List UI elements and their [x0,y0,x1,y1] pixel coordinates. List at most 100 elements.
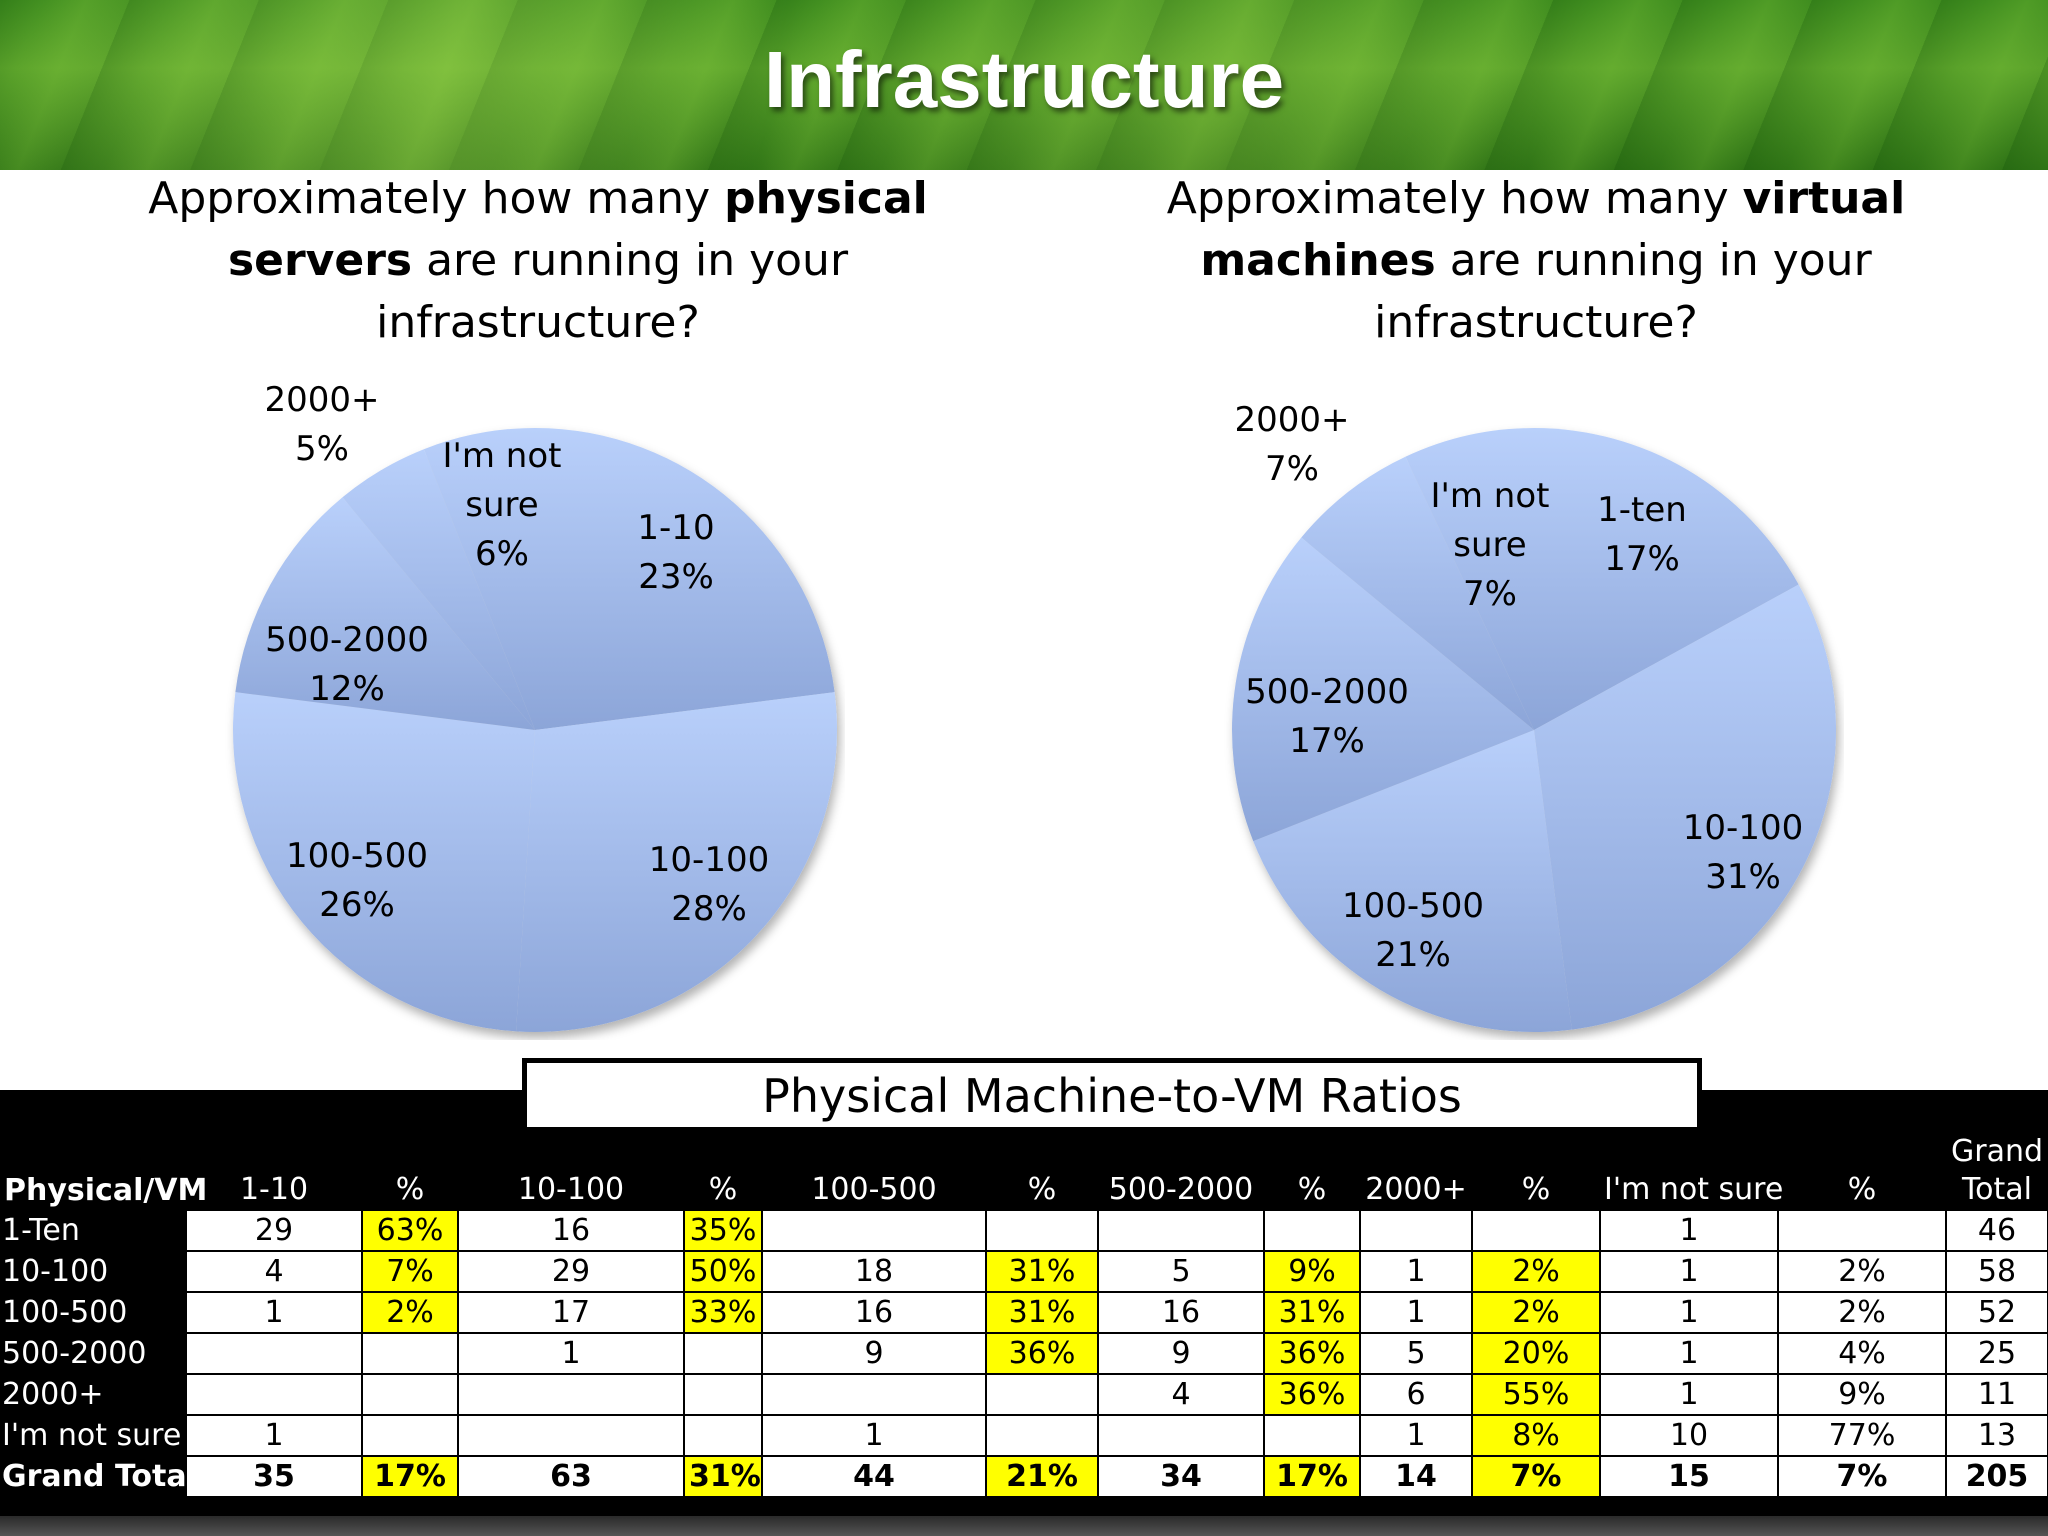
question-text-start: Approximately how many [148,173,725,224]
column-header: 2000+ [1360,1133,1472,1210]
column-header: 500-2000 [1098,1133,1264,1210]
table-cell [185,1332,363,1375]
table-cell: 11 [1945,1373,2048,1416]
table-header-row: Physical/VM 1-10 % 10-100 % 100-500 % 50… [0,1133,2048,1210]
table-cell [361,1373,459,1416]
table-cell: 2% [1471,1250,1601,1293]
pie-slice-1-ten [1534,428,1799,730]
slice-category: 100-500 [285,836,429,876]
table-cell [457,1373,685,1416]
table-cell: 21% [985,1455,1099,1498]
table-cell: 6 [1359,1373,1473,1416]
table-cell: 7% [1471,1455,1601,1498]
slice-value: 23% [638,557,714,597]
pie-slice-500-2000 [1232,537,1534,842]
table-cell [185,1373,363,1416]
table-cell: 4 [1097,1373,1265,1416]
table-cell [985,1209,1099,1252]
table-cell: 36% [1263,1373,1361,1416]
table-cell: 16 [1097,1291,1265,1334]
table-cell: 31% [985,1291,1099,1334]
slice-category: I'm not [1430,476,1550,516]
slice-category: sure [465,485,539,525]
table-cell: 2% [1777,1291,1947,1334]
slice-value: 31% [1705,857,1781,897]
table-cell: 17 [457,1291,685,1334]
table-cell: 31% [683,1455,763,1498]
table-cell [1471,1209,1601,1252]
physical-servers-pie [232,428,838,1032]
table-cell: 17% [1263,1455,1361,1498]
slice-label: 500-2000 12% [262,616,432,714]
column-header: 1-10 [186,1133,362,1210]
pie-slice-500-2000 [235,497,535,730]
table-row: 500-2000 1 9 36% 9 36% 5 20% 1 4% 25 [0,1332,2048,1375]
slice-label: 10-100 28% [634,836,784,934]
table-cell: 1 [185,1414,363,1457]
ratio-table: Physical/VM 1-10 % 10-100 % 100-500 % 50… [0,1133,2048,1498]
table-cell: 36% [1263,1332,1361,1375]
pie-slice-100-500 [1253,730,1572,1033]
slice-value: 26% [319,885,395,925]
row-header: I'm not sure [0,1415,186,1456]
slice-value: 17% [1289,721,1365,761]
table-cell [1777,1209,1947,1252]
table-cell: 1 [1599,1291,1779,1334]
table-cell: 18 [761,1250,987,1293]
table-cell [361,1414,459,1457]
question-text-end: are running in your infrastructure? [1374,235,1872,348]
slice-label: I'm not sure 6% [432,432,572,579]
column-header: Physical/VM [0,1133,207,1210]
table-cell [1263,1414,1361,1457]
bottom-bar [0,1516,2048,1536]
table-cell: 31% [985,1250,1099,1293]
table-cell: 2% [1777,1250,1947,1293]
slice-category: 500-2000 [265,620,429,660]
table-cell: 1 [1359,1414,1473,1457]
pie-slice-2000 [342,449,535,730]
table-cell [683,1332,763,1375]
question-text-end: are running in your infrastructure? [376,235,849,348]
table-cell: 13 [1945,1414,2048,1457]
table-cell [1263,1209,1361,1252]
slice-category: 100-500 [1341,886,1485,926]
table-cell: 4% [1777,1332,1947,1375]
table-cell [683,1414,763,1457]
table-cell: 9% [1263,1250,1361,1293]
table-cell [1097,1209,1265,1252]
table-cell: 2% [361,1291,459,1334]
table-cell: 35 [185,1455,363,1498]
table-cell: 7% [361,1250,459,1293]
table-row: 1-Ten 29 63% 16 35% 1 46 [0,1209,2048,1252]
table-cell: 16 [761,1291,987,1334]
table-cell: 9 [761,1332,987,1375]
table-cell: 1 [1599,1250,1779,1293]
table-cell: 5 [1097,1250,1265,1293]
table-cell [761,1373,987,1416]
slice-category: 2000+ [1234,400,1350,440]
table-cell: 205 [1945,1455,2048,1498]
table-cell: 1 [457,1332,685,1375]
column-header: % [1472,1133,1600,1210]
header-line: Grand [1950,1134,2044,1169]
question-emphasis: virtual machines [1200,173,1906,286]
row-header: Grand Total [0,1456,197,1497]
table-cell: 29 [185,1209,363,1252]
slice-label: 2000+ 5% [262,376,382,474]
row-header: 1-Ten [0,1210,186,1251]
slice-category: 1-ten [1597,490,1687,530]
slice-label: 1-10 23% [616,504,736,602]
table-cell: 7% [1777,1455,1947,1498]
column-header: % [986,1133,1098,1210]
slice-value: 28% [671,889,747,929]
row-header: 100-500 [0,1292,186,1333]
table-cell: 15 [1599,1455,1779,1498]
row-header: 500-2000 [0,1333,186,1374]
pie-slice-10-100 [516,692,838,1032]
pie-slice-10-100 [1534,584,1836,1030]
table-cell: 2% [1471,1291,1601,1334]
table-cell: 63% [361,1209,459,1252]
table-cell: 5 [1359,1332,1473,1375]
slice-category: sure [1453,525,1527,565]
slice-value: 21% [1375,935,1451,975]
